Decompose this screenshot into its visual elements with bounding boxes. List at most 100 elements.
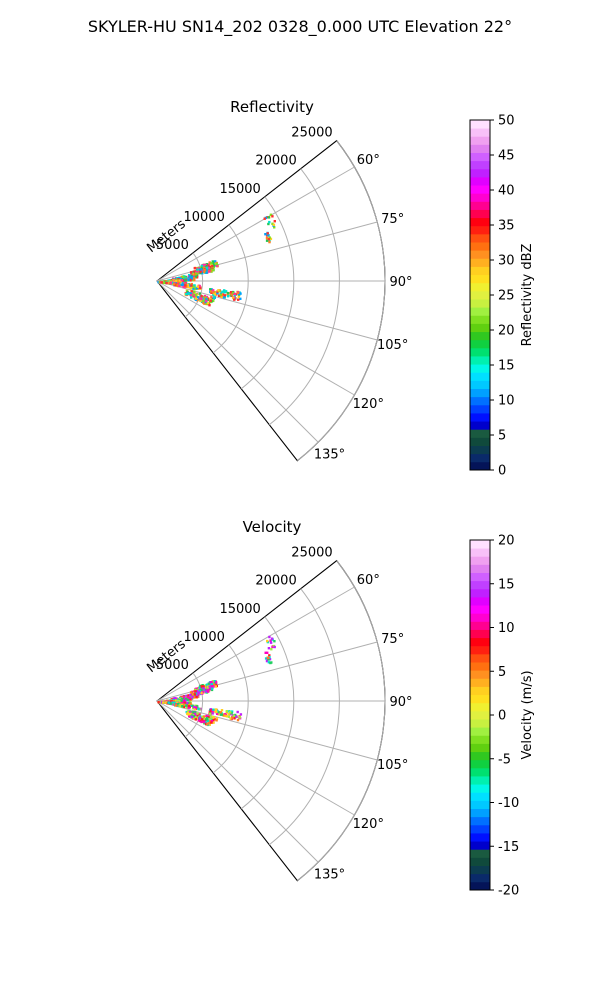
echo-cell [212, 299, 215, 303]
echo-cell [233, 713, 237, 717]
range-ring [184, 252, 204, 318]
echo-cell [190, 274, 194, 278]
echo-cell [195, 687, 198, 690]
colorbar-swatch [470, 792, 490, 801]
echo-cell [178, 284, 181, 288]
echo-cell [192, 275, 196, 278]
echo-cell [223, 289, 226, 292]
echo-cell [190, 282, 193, 286]
colorbar-swatch [470, 404, 490, 414]
echo-cell [267, 237, 270, 241]
colorbar-tick-label: 5 [498, 665, 506, 680]
echo-cell [188, 711, 191, 714]
echo-cell [196, 717, 199, 720]
echo-cell [225, 715, 229, 718]
colorbar-swatch [470, 461, 490, 471]
echo-cell [208, 270, 211, 273]
echo-cell [273, 645, 276, 649]
echo-cell [176, 280, 179, 283]
echo-cell [215, 262, 218, 266]
range-ring [212, 644, 249, 774]
echo-cell [179, 283, 182, 286]
echo-cell [222, 714, 225, 717]
echo-cell [193, 295, 197, 299]
echo-cell [264, 233, 267, 236]
echo-cell [205, 268, 208, 272]
colorbar: 0 5 10 15 20 25 30 35 40 45 50 Reflectivity dBZ [469, 114, 535, 479]
echo-cell [217, 289, 220, 292]
echo-cell [186, 701, 189, 705]
echo-cell [204, 265, 208, 268]
echo-cell [217, 294, 221, 297]
echo-cell [215, 719, 218, 722]
range-tick-label: 20000 [255, 574, 296, 589]
echo-cell [184, 277, 187, 280]
echo-cell [205, 266, 209, 270]
echo-cell [182, 280, 185, 283]
echo-cell [176, 698, 180, 702]
echo-cell [205, 263, 208, 266]
range-ring [297, 560, 386, 882]
echo-cell [233, 294, 236, 297]
echo-cell [183, 696, 186, 699]
echo-cell [216, 712, 219, 715]
colorbar-label: Velocity (m/s) [520, 670, 535, 759]
echo-cell [208, 685, 211, 688]
colorbar-swatch [470, 670, 490, 679]
azimuth-gridline [156, 166, 355, 282]
echo-cell [182, 703, 185, 707]
colorbar-swatch [470, 225, 490, 235]
echo-cell [268, 220, 271, 224]
echo-cell [172, 700, 176, 703]
figure-suptitle: SKYLER-HU SN14_202 0328_0.000 UTC Elevat… [88, 17, 512, 37]
echo-cell [210, 681, 213, 684]
echo-cell [207, 682, 210, 685]
echo-cell [210, 683, 214, 686]
echo-cell [199, 268, 202, 271]
echo-cell [188, 696, 191, 700]
echo-cell [177, 700, 181, 703]
echo-cell [231, 291, 235, 295]
echo-cell [196, 296, 199, 299]
echo-cell [205, 299, 208, 303]
echo-cell [186, 696, 189, 699]
echo-cell [167, 701, 170, 704]
azimuth-gridline [156, 280, 355, 396]
echo-cell [226, 291, 230, 295]
echo-cell [203, 269, 206, 272]
colorbar-swatch [470, 849, 490, 858]
echo-cell [208, 710, 212, 713]
colorbar-swatch [470, 299, 490, 308]
echo-cell [269, 661, 272, 665]
colorbar-swatch [470, 735, 490, 744]
echo-cell [269, 237, 273, 241]
echo-cell [222, 296, 226, 299]
echo-cell [197, 692, 200, 695]
echo-cell [193, 693, 197, 696]
colorbar-swatch [470, 710, 490, 720]
echo-cell [209, 297, 212, 300]
echo-cell [183, 282, 186, 285]
echo-cell [264, 657, 268, 660]
radar-echoes [157, 635, 276, 727]
echo-cell [193, 278, 196, 282]
echo-cell [211, 268, 215, 272]
colorbar-swatch [470, 396, 490, 406]
colorbar-swatch [470, 250, 490, 259]
echo-cell [193, 270, 196, 273]
echo-cell [215, 264, 219, 267]
echo-cell [212, 716, 216, 719]
echo-cell [192, 285, 195, 288]
echo-cell [266, 216, 269, 219]
colorbar-tick-label: -20 [498, 884, 519, 899]
colorbar-swatch [470, 209, 490, 219]
echo-cell [190, 296, 193, 299]
echo-cell [220, 293, 224, 297]
colorbar-swatch [470, 176, 490, 186]
echo-cell [203, 270, 206, 274]
colorbar-swatch [470, 290, 490, 300]
echo-cell [187, 706, 190, 709]
echo-cell [234, 293, 238, 296]
echo-cell [194, 275, 197, 278]
echo-cell [268, 658, 272, 661]
